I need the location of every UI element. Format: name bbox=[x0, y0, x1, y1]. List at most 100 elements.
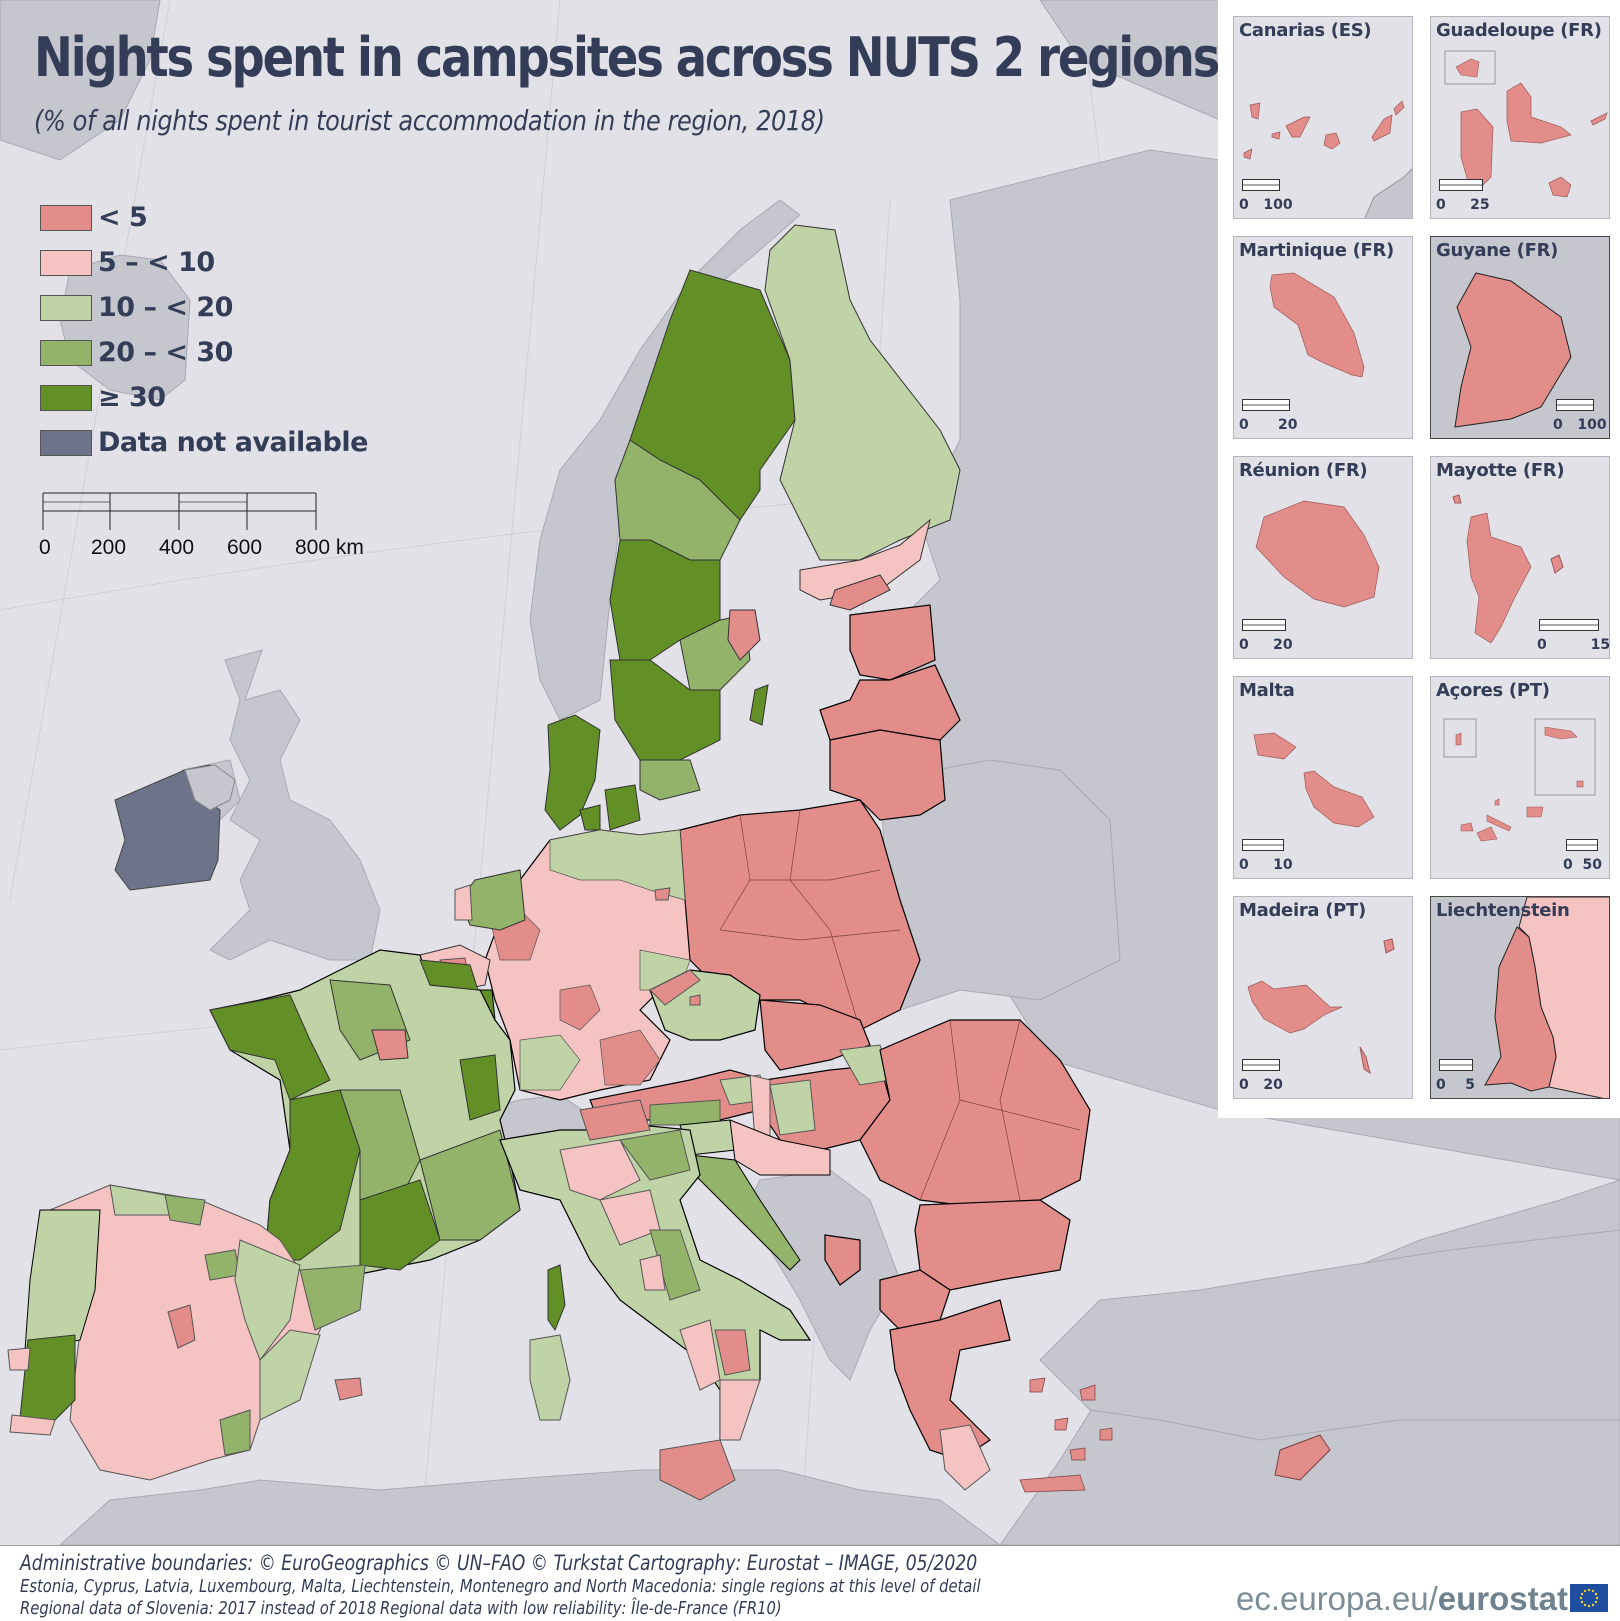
inset-scale-labels: 0 5 bbox=[1436, 1077, 1475, 1093]
legend: < 5 5 – < 10 10 – < 20 20 – < 30 ≥ 30 Da… bbox=[40, 195, 368, 465]
legend-label: Data not available bbox=[98, 427, 368, 458]
inset-title: Canarias (ES) bbox=[1239, 20, 1372, 41]
inset-scale-bar bbox=[1242, 839, 1284, 851]
scale-tick: 600 bbox=[227, 536, 263, 559]
inset-title: Guyane (FR) bbox=[1436, 240, 1559, 261]
region-bulgaria bbox=[914, 1199, 1071, 1291]
region-sydsverige bbox=[639, 759, 701, 801]
page-title: Nights spent in campsites across NUTS 2 … bbox=[34, 26, 1220, 89]
legend-label: < 5 bbox=[98, 202, 148, 233]
region-stockholm bbox=[727, 609, 761, 661]
legend-item-lt5: < 5 bbox=[40, 195, 368, 240]
legend-item-ge30: ≥ 30 bbox=[40, 375, 368, 420]
inset-scale-bar bbox=[1566, 839, 1598, 851]
region-bretagne-pays-loire bbox=[209, 994, 331, 1101]
region-vastsverige bbox=[609, 659, 721, 761]
region-cyprus bbox=[1274, 1434, 1331, 1481]
inset-scale-labels: 0 10 bbox=[1239, 857, 1293, 873]
legend-label: 5 – < 10 bbox=[98, 247, 215, 278]
legend-swatch bbox=[40, 249, 92, 276]
inset-scale-labels: 0 20 bbox=[1239, 637, 1293, 653]
legend-label: 20 – < 30 bbox=[98, 337, 233, 368]
inset-malta: Malta 0 10 bbox=[1233, 676, 1413, 879]
footer-note-single-regions: Estonia, Cyprus, Latvia, Luxembourg, Mal… bbox=[20, 1576, 981, 1597]
legend-label: 10 – < 20 bbox=[98, 292, 233, 323]
legend-item-5-10: 5 – < 10 bbox=[40, 240, 368, 285]
footer-cartography-credit: Cartography: Eurostat – IMAGE, 05/2020 bbox=[628, 1551, 978, 1575]
insets-panel: Canarias (ES) 0 100 Guadeloupe (FR) bbox=[1218, 0, 1620, 1118]
region-sicilia bbox=[659, 1439, 736, 1501]
inset-madeira: Madeira (PT) 0 20 bbox=[1233, 896, 1413, 1099]
inset-martinique: Martinique (FR) 0 20 bbox=[1233, 236, 1413, 439]
inset-scale-bar bbox=[1242, 399, 1290, 411]
inset-scale-bar bbox=[1439, 1059, 1473, 1071]
inset-scale-bar bbox=[1242, 179, 1280, 191]
inset-guadeloupe: Guadeloupe (FR) 0 25 bbox=[1430, 16, 1610, 219]
region-croatia-adriatic bbox=[689, 1154, 801, 1271]
footer bbox=[0, 1545, 1620, 1621]
legend-item-no-data: Data not available bbox=[40, 420, 368, 465]
legend-item-20-30: 20 – < 30 bbox=[40, 330, 368, 375]
inset-title: Malta bbox=[1239, 680, 1295, 701]
inset-title: Mayotte (FR) bbox=[1436, 460, 1565, 481]
brand-name: eurostat bbox=[1437, 1580, 1568, 1617]
region-helsinki bbox=[829, 574, 891, 611]
region-greece bbox=[889, 1299, 1011, 1461]
inset-scale-labels: 0 20 bbox=[1239, 1077, 1283, 1093]
eu-flag-icon bbox=[1570, 1584, 1608, 1612]
legend-label: ≥ 30 bbox=[98, 382, 166, 413]
inset-acores: Açores (PT) 0 50 bbox=[1430, 676, 1610, 879]
inset-title: Madeira (PT) bbox=[1239, 900, 1366, 921]
region-etela-suomi bbox=[799, 518, 931, 601]
brand-domain: ec.europa.eu/ bbox=[1235, 1580, 1438, 1617]
inset-scale-labels: 0 50 bbox=[1563, 857, 1602, 873]
scale-tick: 0 bbox=[39, 536, 51, 559]
region-alentejo bbox=[19, 1334, 76, 1421]
inset-scale-labels: 0 20 bbox=[1239, 417, 1298, 433]
region-sardegna bbox=[529, 1334, 571, 1421]
non-eu-land bbox=[0, 0, 1620, 1545]
inset-scale-labels: 0 15 bbox=[1537, 637, 1610, 653]
footer-note-low-reliability: Regional data with low reliability: Île-… bbox=[380, 1598, 782, 1619]
scale-tick: 400 bbox=[159, 536, 195, 559]
scale-tick: 800 km bbox=[295, 536, 364, 559]
legend-swatch bbox=[40, 204, 92, 231]
inset-title: Açores (PT) bbox=[1436, 680, 1550, 701]
inset-scale-labels: 0 100 bbox=[1553, 417, 1607, 433]
inset-scale-bar bbox=[1556, 399, 1594, 411]
inset-scale-bar bbox=[1242, 1059, 1280, 1071]
region-denmark bbox=[544, 714, 601, 831]
inset-guyane: Guyane (FR) 0 100 bbox=[1430, 236, 1610, 439]
legend-item-10-20: 10 – < 20 bbox=[40, 285, 368, 330]
page-subtitle: (% of all nights spent in tourist accomm… bbox=[34, 104, 825, 137]
region-poland bbox=[669, 799, 921, 1031]
inset-reunion: Réunion (FR) 0 20 bbox=[1233, 456, 1413, 659]
inset-scale-bar bbox=[1242, 619, 1286, 631]
region-madrid bbox=[167, 1304, 196, 1349]
inset-liechtenstein: Liechtenstein 0 5 bbox=[1430, 896, 1610, 1099]
legend-swatch bbox=[40, 294, 92, 321]
region-illes-balears bbox=[334, 1377, 363, 1401]
inset-scale-labels: 0 25 bbox=[1436, 197, 1490, 213]
legend-swatch bbox=[40, 429, 92, 456]
footer-note-slovenia: Regional data of Slovenia: 2017 instead … bbox=[20, 1598, 377, 1619]
eurostat-link[interactable]: ec.europa.eu/eurostat bbox=[1236, 1580, 1568, 1618]
inset-title: Réunion (FR) bbox=[1239, 460, 1368, 481]
inset-title: Liechtenstein bbox=[1436, 900, 1570, 921]
scale-bar bbox=[42, 492, 317, 530]
inset-canarias: Canarias (ES) 0 100 bbox=[1233, 16, 1413, 219]
region-montenegro bbox=[824, 1234, 861, 1286]
inset-mayotte: Mayotte (FR) 0 15 bbox=[1430, 456, 1610, 659]
footer-boundaries-credit: Administrative boundaries: © EuroGeograp… bbox=[20, 1551, 624, 1575]
inset-scale-bar bbox=[1539, 619, 1599, 631]
inset-title: Martinique (FR) bbox=[1239, 240, 1394, 261]
inset-scale-bar bbox=[1439, 179, 1483, 191]
region-portugal-norte-centro bbox=[24, 1209, 101, 1351]
legend-swatch bbox=[40, 339, 92, 366]
scale-tick: 200 bbox=[91, 536, 127, 559]
legend-swatch bbox=[40, 384, 92, 411]
region-lithuania bbox=[829, 729, 946, 821]
region-corse bbox=[547, 1264, 566, 1332]
inset-title: Guadeloupe (FR) bbox=[1436, 20, 1602, 41]
inset-scale-labels: 0 100 bbox=[1239, 197, 1293, 213]
